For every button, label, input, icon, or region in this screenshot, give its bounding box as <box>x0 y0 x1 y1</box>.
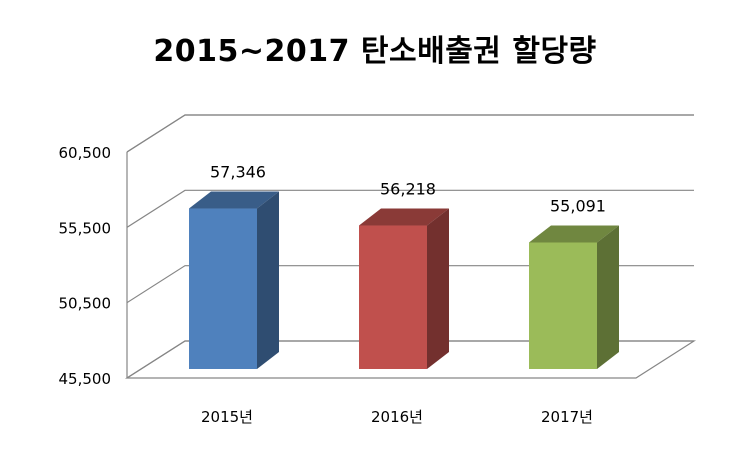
y-axis-ticks: 45,500 50,500 55,500 60,500 <box>59 144 112 388</box>
x-category-label: 2015년 <box>201 408 253 426</box>
wall-top-edge <box>126 114 694 153</box>
gridline <box>126 340 694 379</box>
data-labels: 57,346 56,218 55,091 <box>210 163 606 216</box>
y-tick-label: 55,500 <box>59 219 112 237</box>
x-axis-categories: 2015년 2016년 2017년 <box>201 408 593 426</box>
gridline <box>126 114 694 153</box>
data-label: 56,218 <box>380 180 436 199</box>
y-tick-label: 45,500 <box>59 370 112 388</box>
x-category-label: 2017년 <box>541 408 593 426</box>
gridlines <box>126 114 694 379</box>
data-label: 55,091 <box>550 196 606 215</box>
y-tick-label: 50,500 <box>59 295 112 313</box>
bar <box>359 208 449 369</box>
data-label: 57,346 <box>210 163 266 182</box>
gridline <box>126 189 694 228</box>
bars <box>189 191 619 369</box>
x-category-label: 2016년 <box>371 408 423 426</box>
y-tick-label: 60,500 <box>59 144 112 162</box>
bar <box>529 225 619 369</box>
gridline <box>126 265 694 304</box>
bar <box>189 191 279 369</box>
chart-title: 2015~2017 탄소배출권 할당량 <box>153 34 597 69</box>
